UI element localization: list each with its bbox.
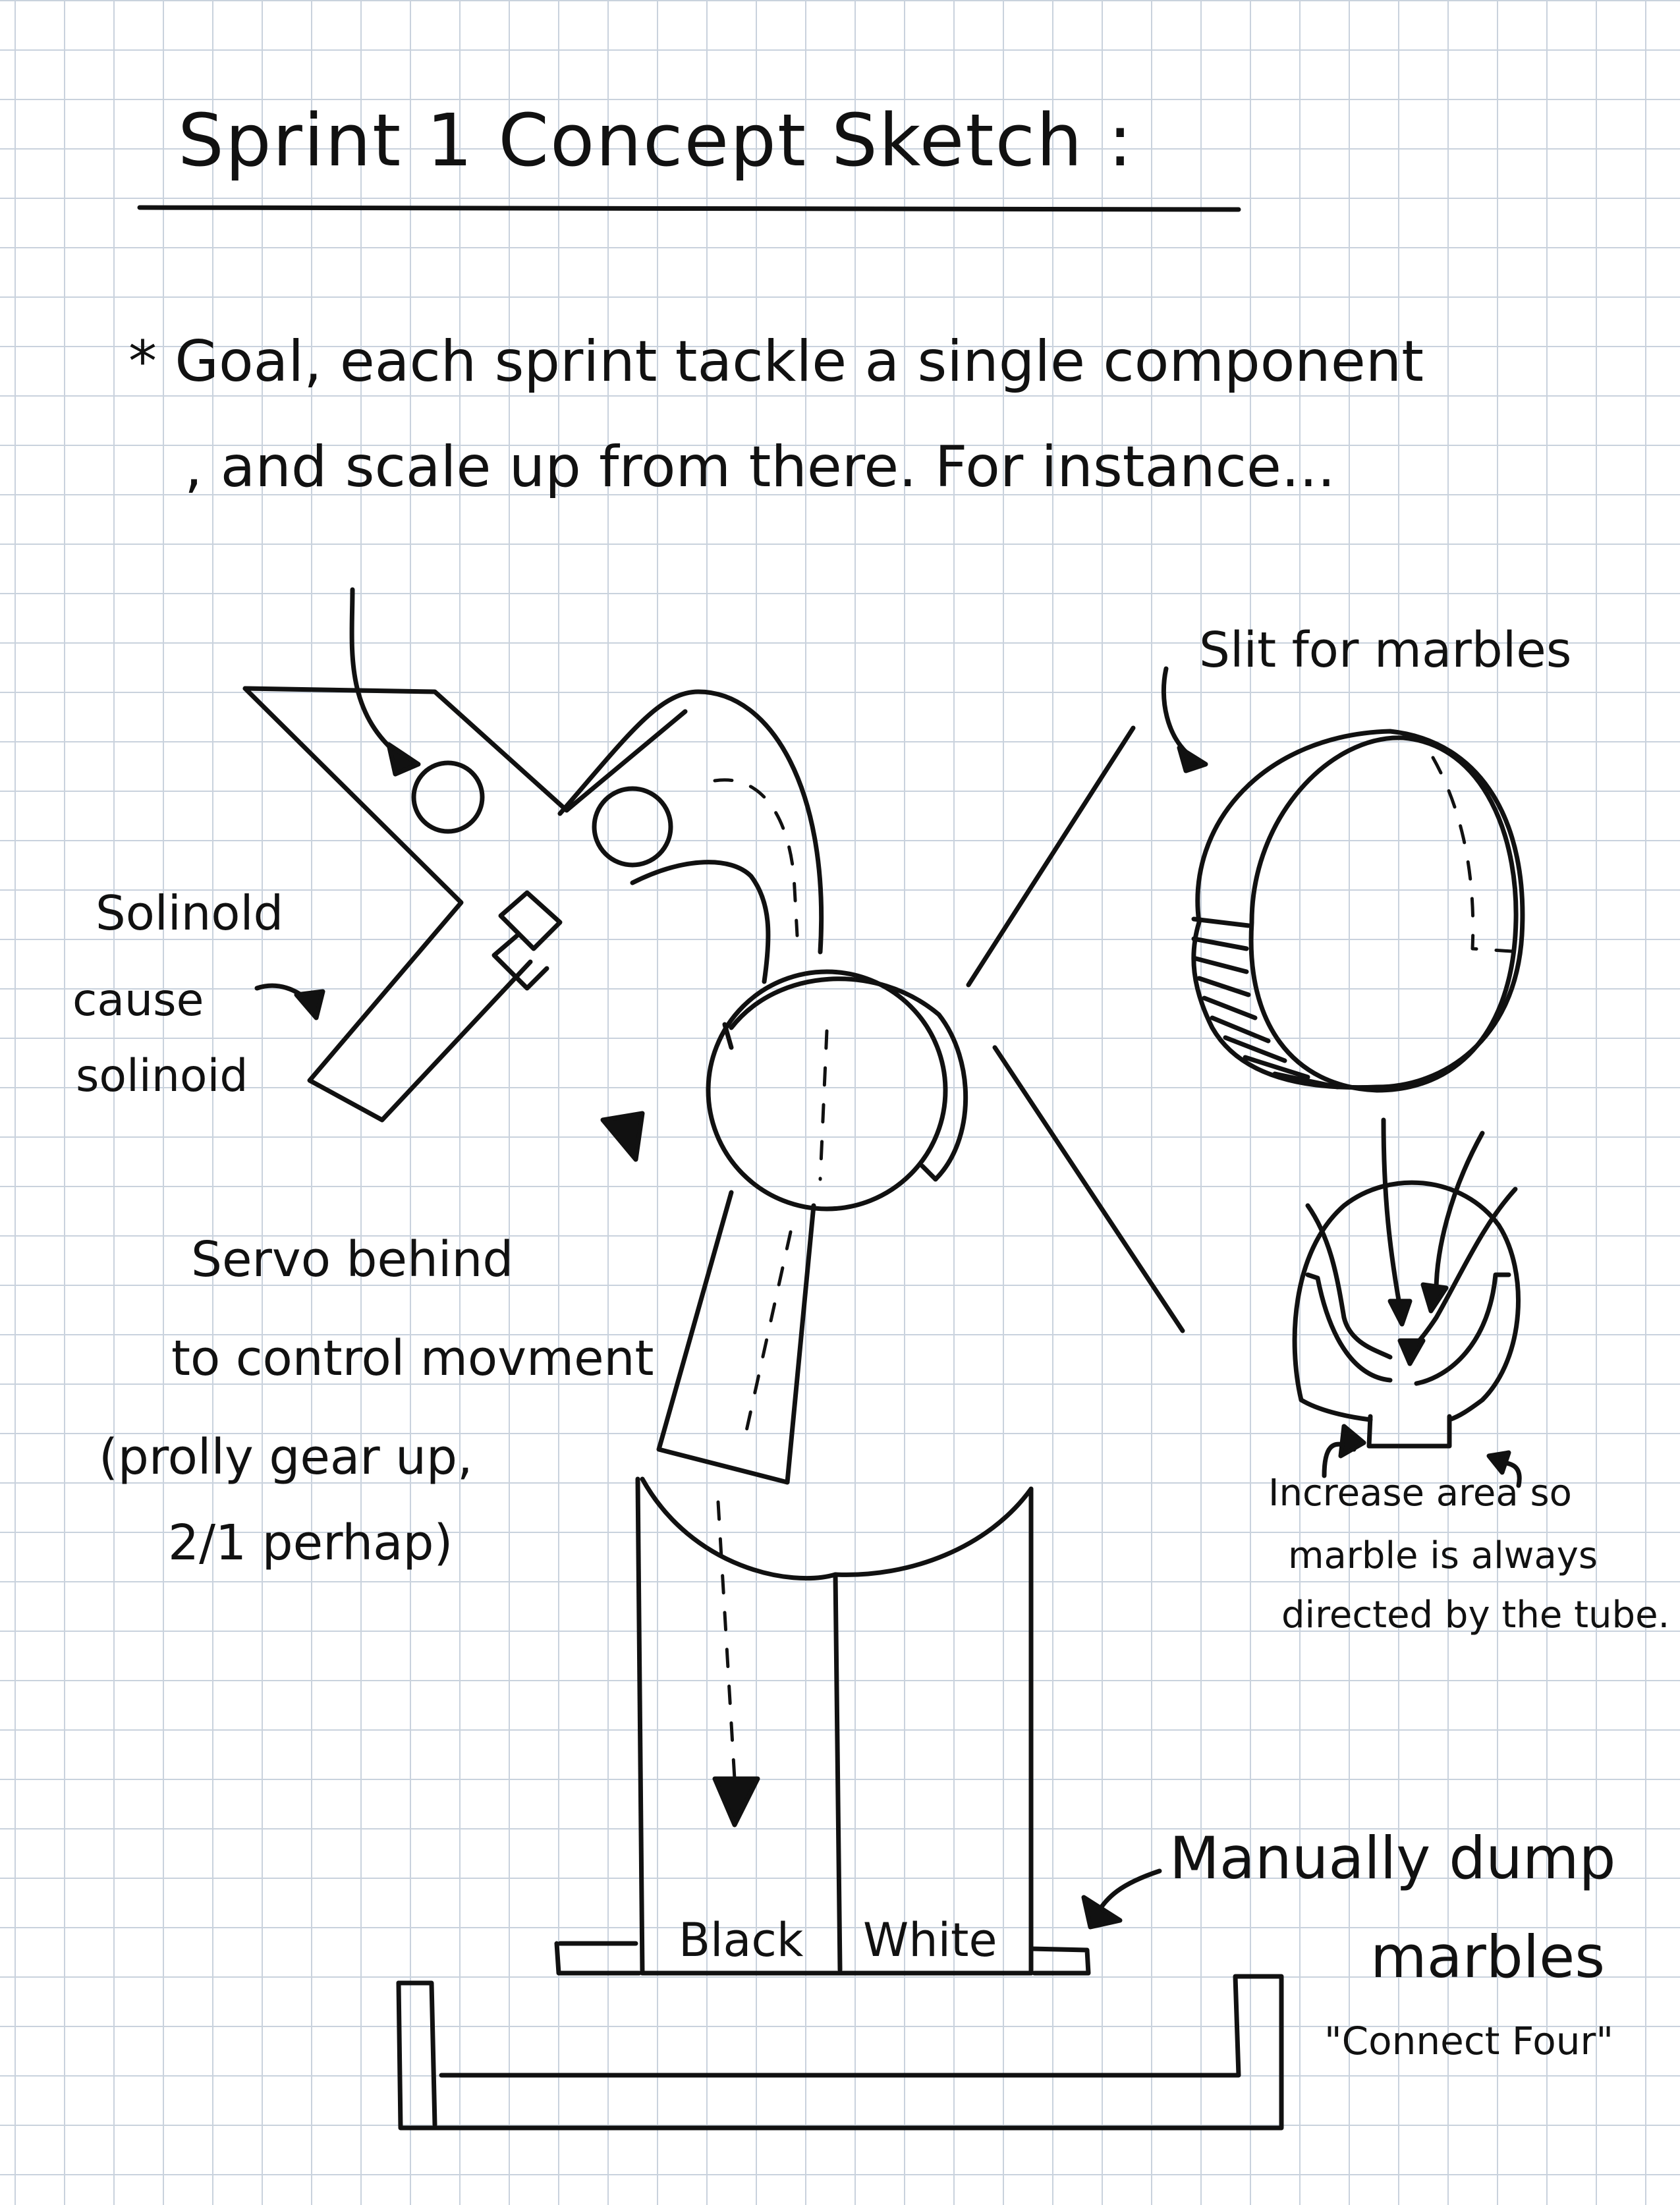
solenoid-plunger <box>491 890 563 991</box>
arrow-slit <box>1161 666 1208 773</box>
solenoid-label-2: cause <box>72 974 204 1026</box>
title-underline <box>137 205 1241 212</box>
slit-label: Slit for marbles <box>1199 622 1572 679</box>
increase-area-label-3: directed by the tube. <box>1281 1594 1670 1636</box>
connect-four-tray <box>396 1974 1284 2131</box>
solenoid-label-1: Solinold <box>96 885 284 941</box>
solenoid-arm <box>242 686 688 1123</box>
marble-hole-1 <box>411 760 485 834</box>
servo-label-2: to control movment <box>171 1330 654 1387</box>
servo-wheel <box>706 969 968 1212</box>
servo-label-4: 2/1 perhap) <box>168 1515 453 1571</box>
connect-four-label: "Connect Four" <box>1324 2019 1613 2063</box>
sorting-bin <box>554 1476 1091 1976</box>
pointer-arrow-top <box>349 587 421 777</box>
bin-label-white: White <box>863 1913 997 1967</box>
page-title: Sprint 1 Concept Sketch : <box>178 98 1134 182</box>
arrow-solenoid <box>254 983 325 1020</box>
goal-text-line-1: * Goal, each sprint tackle a single comp… <box>128 329 1424 395</box>
increase-area-label-2: marble is always <box>1288 1534 1598 1577</box>
manually-dump-label-1: Manually dump <box>1169 1824 1616 1892</box>
solenoid-label-3: solinoid <box>76 1050 248 1102</box>
goal-text-line-2: , and scale up from there. For instance.… <box>184 434 1335 500</box>
slit-disc-detail <box>1191 729 1525 1093</box>
servo-label-3: (prolly gear up, <box>99 1429 473 1486</box>
pointer-triangle <box>600 1111 645 1162</box>
servo-label-1: Servo behind <box>191 1231 514 1288</box>
increase-area-label-1: Increase area so <box>1268 1472 1572 1515</box>
bin-label-black: Black <box>679 1913 804 1967</box>
marble-hole-2 <box>592 786 673 868</box>
detail-zoom-lines <box>966 725 1185 1333</box>
lower-tube <box>656 1190 816 1485</box>
curved-tube <box>557 689 824 984</box>
arrow-manually <box>1081 1868 1162 1930</box>
funnel-detail <box>1292 1117 1522 1488</box>
manually-dump-label-2: marbles <box>1370 1923 1606 1991</box>
slit-hatching <box>1191 916 1340 1090</box>
